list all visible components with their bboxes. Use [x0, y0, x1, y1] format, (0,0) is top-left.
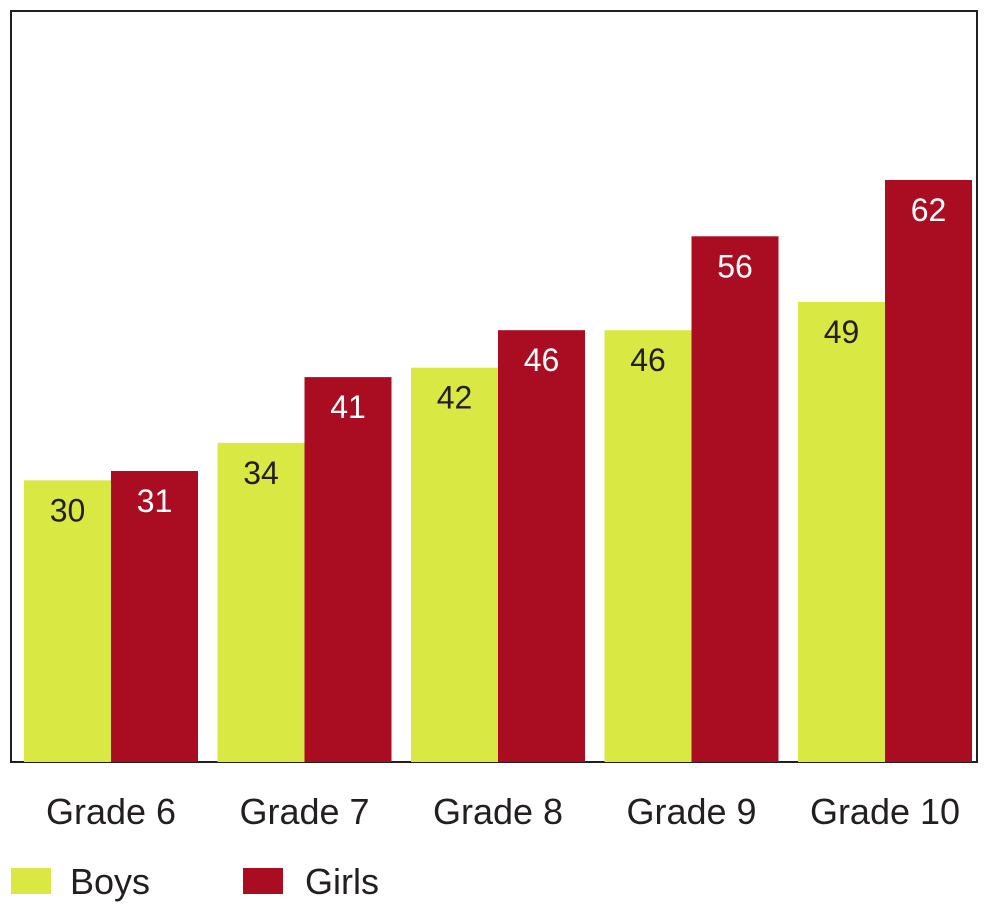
value-label-boys-grade-9: 46: [630, 342, 666, 378]
x-tick-label-grade-7: Grade 7: [239, 791, 369, 832]
value-label-boys-grade-10: 49: [824, 314, 860, 350]
x-tick-label-grade-8: Grade 8: [433, 791, 563, 832]
legend: Boys Girls: [11, 861, 379, 902]
value-label-girls-grade-10: 62: [911, 192, 947, 228]
legend-label-boys: Boys: [70, 861, 150, 902]
value-label-boys-grade-6: 30: [50, 492, 86, 528]
bar-girls-grade-6: [111, 470, 198, 762]
bar-girls-grade-8: [498, 330, 585, 762]
value-label-girls-grade-9: 56: [717, 248, 753, 284]
value-label-boys-grade-7: 34: [243, 455, 279, 491]
x-tick-labels-group: Grade 6 Grade 7 Grade 8 Grade 9 Grade 10: [46, 791, 960, 832]
bar-boys-grade-7: [217, 442, 305, 762]
bar-boys-grade-10: [798, 302, 885, 762]
bars-group: [24, 179, 972, 763]
x-tick-label-grade-9: Grade 9: [626, 791, 756, 832]
bar-boys-grade-9: [604, 330, 692, 762]
legend-swatch-girls: [243, 868, 283, 894]
value-labels-group: 30 31 34 41 42 46 46 56 49 62: [50, 192, 947, 528]
legend-label-girls: Girls: [305, 861, 379, 902]
bar-girls-grade-9: [691, 236, 779, 763]
value-label-boys-grade-8: 42: [437, 380, 473, 416]
bar-girls-grade-7: [304, 377, 392, 762]
value-label-girls-grade-6: 31: [137, 483, 173, 519]
bar-girls-grade-10: [885, 179, 972, 763]
bar-boys-grade-6: [24, 480, 111, 762]
value-label-girls-grade-7: 41: [330, 389, 366, 425]
legend-swatch-boys: [11, 868, 51, 894]
x-tick-label-grade-6: Grade 6: [46, 791, 176, 832]
bar-boys-grade-8: [411, 367, 498, 762]
value-label-girls-grade-8: 46: [524, 342, 560, 378]
x-tick-label-grade-10: Grade 10: [810, 791, 960, 832]
